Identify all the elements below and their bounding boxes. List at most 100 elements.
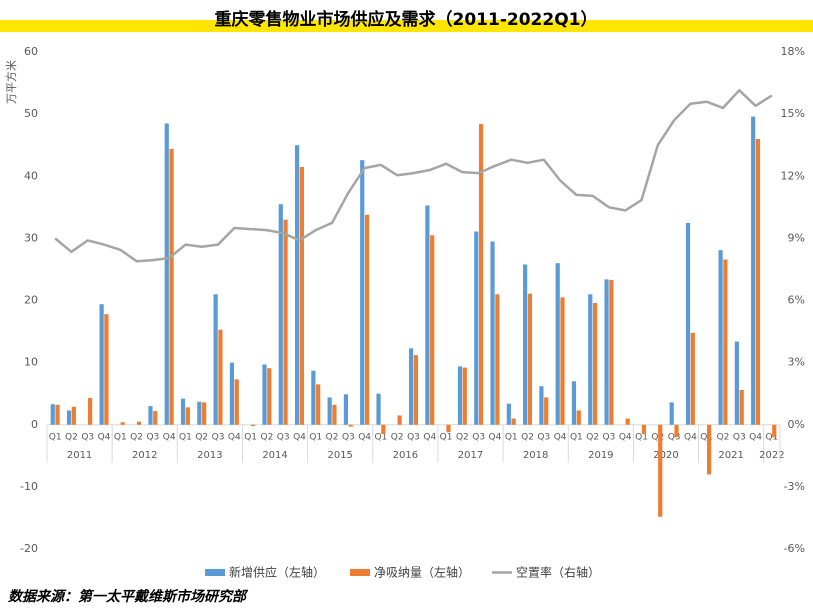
bar bbox=[55, 404, 60, 425]
bar bbox=[185, 407, 190, 425]
bar bbox=[153, 411, 158, 425]
y2-tick-label: 18% bbox=[781, 45, 805, 58]
bar bbox=[751, 116, 756, 425]
bar bbox=[360, 160, 365, 425]
bar bbox=[478, 124, 484, 425]
x-group-label: 2020 bbox=[653, 450, 678, 461]
x-group-label: 2011 bbox=[67, 450, 92, 461]
x-tick-label: Q4 bbox=[358, 432, 371, 442]
bar bbox=[294, 145, 300, 425]
x-tick-label: Q4 bbox=[98, 432, 111, 442]
bar bbox=[364, 214, 370, 425]
x-tick-label: Q1 bbox=[49, 432, 62, 442]
bar bbox=[316, 384, 321, 425]
bar bbox=[685, 222, 691, 425]
bar bbox=[462, 367, 467, 425]
legend-swatch bbox=[350, 569, 370, 576]
x-tick-label: Q4 bbox=[749, 432, 762, 442]
bar bbox=[430, 235, 435, 425]
y-tick-label: 40 bbox=[24, 169, 38, 182]
bar bbox=[718, 250, 723, 425]
bar bbox=[120, 422, 125, 425]
bar bbox=[495, 294, 500, 425]
x-group-label: 2021 bbox=[718, 450, 743, 461]
bar bbox=[218, 329, 223, 425]
bar bbox=[197, 401, 202, 425]
bar bbox=[397, 415, 402, 425]
bar bbox=[169, 148, 174, 425]
bar bbox=[229, 362, 235, 425]
bar bbox=[734, 341, 739, 425]
y-tick-label: 30 bbox=[24, 231, 38, 244]
bar bbox=[739, 389, 744, 425]
x-tick-label: Q3 bbox=[407, 432, 420, 442]
bar bbox=[136, 421, 142, 425]
x-tick-label: Q2 bbox=[391, 432, 404, 442]
x-tick-label: Q2 bbox=[651, 432, 664, 442]
x-group-label: 2016 bbox=[393, 450, 418, 461]
x-group-label: 2012 bbox=[132, 450, 157, 461]
x-tick-label: Q4 bbox=[619, 432, 632, 442]
x-tick-label: Q2 bbox=[195, 432, 208, 442]
source-note: 数据来源：第一太平戴维斯市场研究部 bbox=[8, 588, 249, 605]
bar bbox=[376, 393, 381, 425]
bar bbox=[641, 424, 647, 435]
y2-tick-label: 0% bbox=[788, 418, 805, 431]
bar bbox=[202, 402, 207, 425]
y2-tick-label: -3% bbox=[784, 480, 805, 493]
x-tick-label: Q2 bbox=[521, 432, 534, 442]
bar bbox=[490, 241, 495, 425]
bar bbox=[327, 397, 332, 425]
title-band bbox=[0, 20, 813, 32]
bar bbox=[446, 424, 451, 433]
bar bbox=[527, 293, 533, 425]
x-tick-label: Q4 bbox=[423, 432, 436, 442]
bar bbox=[539, 386, 544, 425]
bar bbox=[588, 294, 593, 425]
y2-tick-label: 15% bbox=[781, 107, 805, 120]
bar bbox=[283, 219, 288, 425]
x-tick-label: Q4 bbox=[228, 432, 241, 442]
x-tick-label: Q3 bbox=[472, 432, 485, 442]
x-tick-label: Q3 bbox=[603, 432, 616, 442]
bar bbox=[690, 332, 695, 425]
bar bbox=[180, 398, 186, 425]
x-tick-label: Q3 bbox=[668, 432, 681, 442]
bar bbox=[474, 231, 479, 425]
x-tick-label: Q1 bbox=[179, 432, 192, 442]
bar bbox=[571, 381, 577, 425]
bar bbox=[723, 259, 728, 425]
x-tick-label: Q3 bbox=[277, 432, 290, 442]
bar bbox=[772, 424, 777, 438]
bar bbox=[299, 166, 304, 425]
bar bbox=[267, 368, 272, 425]
bar bbox=[343, 394, 349, 425]
bar bbox=[674, 424, 679, 438]
bar bbox=[348, 424, 353, 427]
bar bbox=[457, 366, 463, 425]
bar bbox=[88, 398, 93, 425]
x-tick-label: Q2 bbox=[456, 432, 469, 442]
x-tick-label: Q2 bbox=[586, 432, 599, 442]
y2-tick-label: 9% bbox=[788, 231, 805, 244]
x-tick-label: Q3 bbox=[146, 432, 159, 442]
y-tick-label: 10 bbox=[24, 356, 38, 369]
bar bbox=[544, 397, 549, 425]
bar bbox=[148, 406, 153, 425]
y-tick-label: -10 bbox=[20, 480, 38, 493]
bar bbox=[523, 264, 528, 425]
chart-title: 重庆零售物业市场供应及需求（2011-2022Q1） bbox=[215, 9, 598, 30]
x-group-label: 2013 bbox=[197, 450, 222, 461]
bar bbox=[381, 424, 386, 435]
bar bbox=[71, 406, 76, 425]
x-tick-label: Q4 bbox=[293, 432, 306, 442]
x-tick-label: Q1 bbox=[700, 432, 713, 442]
bar bbox=[278, 204, 283, 425]
y-tick-label: 50 bbox=[24, 107, 38, 120]
x-tick-label: Q2 bbox=[326, 432, 339, 442]
bar bbox=[99, 304, 104, 425]
legend-label: 新增供应（左轴） bbox=[229, 565, 325, 580]
bar bbox=[250, 424, 256, 426]
x-tick-label: Q4 bbox=[489, 432, 502, 442]
